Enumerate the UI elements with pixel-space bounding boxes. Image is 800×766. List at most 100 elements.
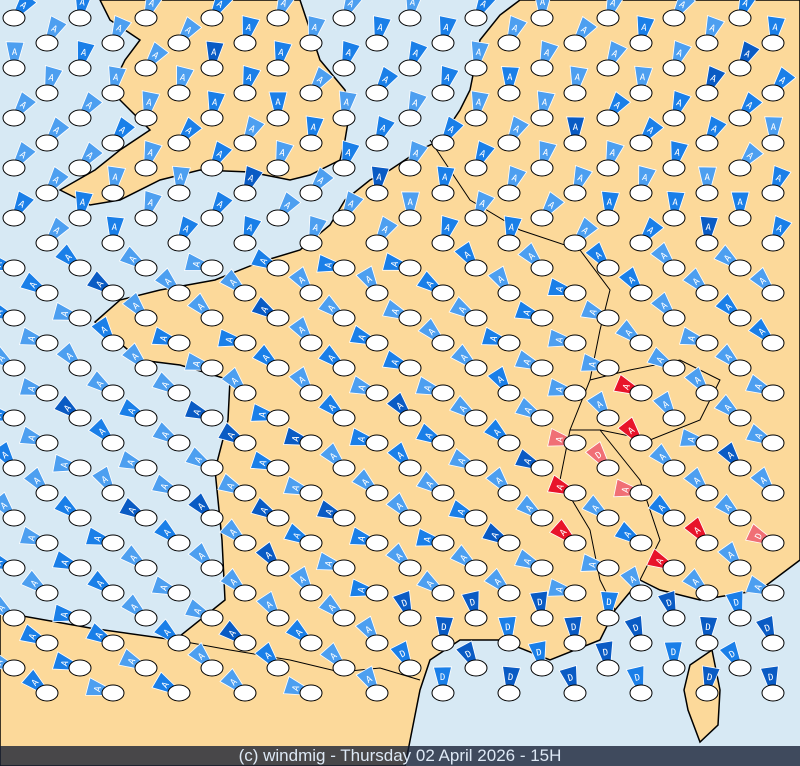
cloud-cover-marker: [629, 684, 653, 702]
cloud-cover-marker: [464, 159, 488, 177]
wind-letter: A: [315, 176, 326, 188]
wind-letter: A: [327, 602, 338, 613]
wind-station: A: [547, 328, 587, 352]
cloud-cover-marker: [728, 209, 752, 227]
cloud-cover-marker: [233, 584, 257, 602]
wind-station: A: [2, 190, 36, 227]
wind-letter: A: [145, 98, 153, 109]
wind-letter: A: [693, 525, 704, 537]
cloud-cover-marker: [332, 609, 356, 627]
wind-station: D: [497, 665, 522, 702]
cloud-cover-marker: [233, 434, 257, 452]
wind-letter: D: [440, 673, 446, 683]
cloud-cover-marker: [101, 234, 125, 252]
cloud-cover-marker: [332, 159, 356, 177]
wind-station: A: [398, 191, 422, 227]
wind-station: A: [315, 551, 356, 577]
wind-letter: A: [127, 406, 139, 416]
wind-letter: A: [380, 75, 390, 87]
wind-letter: A: [523, 557, 535, 567]
wind-station: A: [515, 494, 554, 527]
cloud-cover-marker: [365, 334, 389, 352]
cloud-cover-marker: [497, 34, 521, 52]
wind-letter: A: [594, 250, 605, 262]
wind-letter: A: [63, 403, 75, 414]
cloud-cover-marker: [761, 84, 785, 102]
cloud-cover-marker: [596, 409, 620, 427]
cloud-cover-marker: [266, 509, 290, 527]
cloud-cover-marker: [200, 659, 224, 677]
wind-station: A: [152, 518, 191, 552]
wind-station: A: [517, 241, 554, 277]
cloud-cover-marker: [134, 459, 158, 477]
wind-station: A: [613, 520, 653, 552]
wind-station: A: [91, 465, 125, 502]
wind-letter: A: [458, 404, 470, 415]
wind-letter: A: [527, 251, 538, 262]
wind-station: A: [650, 291, 686, 327]
wind-station: D: [656, 589, 686, 627]
cloud-cover-marker: [761, 584, 785, 602]
wind-letter: A: [442, 23, 450, 34]
cloud-cover-marker: [629, 34, 653, 52]
wind-station: A: [464, 90, 490, 127]
wind-station: A: [662, 0, 697, 27]
wind-station: A: [695, 14, 726, 52]
wind-station: A: [68, 141, 104, 177]
wind-station: A: [167, 16, 203, 52]
wind-station: A: [431, 214, 460, 252]
wind-station: A: [381, 349, 422, 377]
wind-station: A: [612, 373, 653, 402]
wind-station: A: [167, 65, 195, 102]
cloud-cover-marker: [134, 659, 158, 677]
cloud-cover-marker: [629, 634, 653, 652]
cloud-cover-marker: [497, 184, 521, 202]
wind-letter: D: [594, 450, 604, 461]
wind-letter: A: [60, 611, 71, 619]
wind-letter: D: [705, 623, 711, 633]
cloud-cover-marker: [596, 559, 620, 577]
cloud-cover-marker: [497, 434, 521, 452]
wind-letter: A: [291, 684, 302, 693]
wind-station: A: [187, 642, 224, 677]
wind-station: A: [19, 271, 59, 302]
cloud-cover-marker: [563, 534, 587, 552]
wind-letter: A: [691, 577, 702, 588]
wind-station: A: [20, 668, 59, 702]
wind-station: A: [121, 291, 158, 327]
wind-station: A: [68, 91, 104, 127]
wind-station: A: [332, 139, 361, 177]
cloud-cover-marker: [497, 684, 521, 702]
cloud-cover-marker: [365, 584, 389, 602]
wind-letter: D: [507, 673, 513, 683]
cloud-cover-marker: [695, 484, 719, 502]
wind-station: A: [530, 0, 554, 27]
wind-station: A: [563, 164, 594, 202]
wind-letter: A: [258, 411, 269, 419]
wind-letter: A: [759, 475, 770, 487]
wind-station: A: [200, 90, 226, 127]
wind-station: A: [728, 91, 764, 127]
cloud-cover-marker: [266, 9, 290, 27]
cloud-cover-marker: [728, 509, 752, 527]
wind-letter: A: [588, 308, 600, 317]
wind-letter: A: [117, 125, 128, 137]
wind-station: D: [695, 616, 719, 652]
wind-station: A: [547, 427, 587, 452]
cloud-cover-marker: [332, 309, 356, 327]
wind-station: A: [315, 499, 356, 527]
cloud-cover-marker: [728, 109, 752, 127]
wind-station: A: [449, 343, 488, 377]
wind-letter: A: [427, 327, 438, 338]
wind-letter: A: [95, 279, 107, 290]
wind-letter: A: [0, 658, 6, 667]
wind-station: A: [167, 215, 200, 252]
wind-station: A: [150, 326, 191, 352]
wind-letter: A: [610, 49, 620, 61]
cloud-cover-marker: [761, 534, 785, 552]
wind-station: A: [747, 317, 785, 352]
wind-station: A: [683, 516, 719, 552]
wind-letter: A: [177, 173, 184, 184]
cloud-cover-marker: [233, 334, 257, 352]
